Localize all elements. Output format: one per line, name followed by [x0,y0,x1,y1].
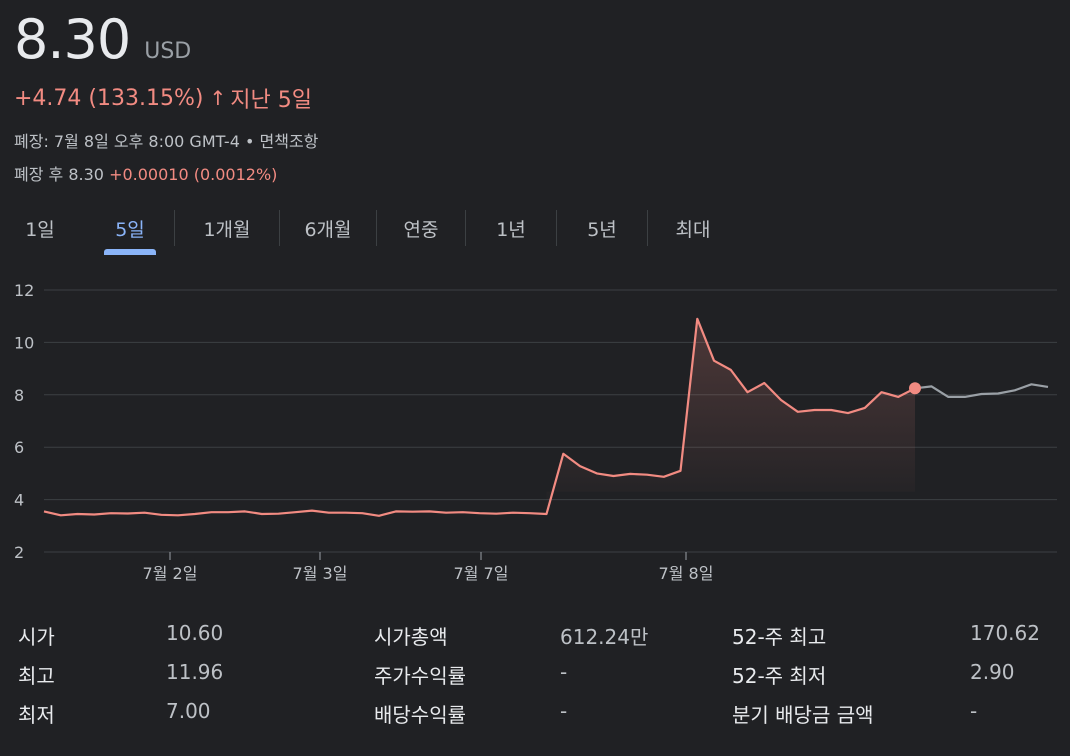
y-tick-label: 10 [14,333,34,352]
stat-value: - [560,660,568,684]
tab-5y[interactable]: 5년 [587,218,617,241]
stat-value: 10.60 [166,621,224,645]
current-price-marker [909,382,921,395]
tab-divider [647,210,648,246]
tab-divider [465,210,466,246]
y-tick-label: 4 [14,491,24,510]
stat-value: 11.96 [166,660,224,684]
arrow-up-icon: ↑ [209,86,227,110]
stat-label: 52-주 최고 [732,625,827,649]
series-area [546,318,915,514]
price-change: +4.74 (133.15%) ↑ 지난 5일 [14,82,312,114]
tab-ytd[interactable]: 연중 [403,218,439,241]
stats-row: 최저 7.00 배당수익률 - 분기 배당금 금액 - [0,699,1070,729]
tab-divider [279,210,280,246]
stat-value: 7.00 [166,699,211,723]
close-info: 폐장: 7월 8일 오후 8:00 GMT-4 • 면책조항 [14,132,319,151]
stat-label: 52-주 최저 [732,664,827,688]
stat-label: 최고 [18,664,55,688]
stat-label: 주가수익률 [374,664,466,688]
after-hours-series-line [914,383,1049,398]
stats-row: 최고 11.96 주가수익률 - 52-주 최저 2.90 [0,660,1070,690]
tab-divider [376,210,377,246]
change-period: 지난 5일 [230,88,312,113]
y-tick-label: 2 [14,543,24,562]
tab-max[interactable]: 최대 [675,218,711,241]
stat-label: 배당수익률 [374,703,466,727]
stat-label: 시가총액 [374,625,448,649]
after-hours-change: +0.00010 (0.0012%) [109,165,278,184]
tab-divider [174,210,175,246]
stat-value: - [560,699,568,723]
x-tick-label: 7월 7일 [454,564,509,583]
price-chart[interactable]: 12 10 8 6 4 2 7월 2일 7월 3일 7월 7일 7월 8일 [0,270,1070,595]
change-value: +4.74 (133.15%) [14,85,204,111]
tab-1m[interactable]: 1개월 [203,218,251,241]
stat-label: 분기 배당금 금액 [732,703,874,727]
stats-row: 시가 10.60 시가총액 612.24만 52-주 최고 170.62 [0,621,1070,651]
y-tick-label: 6 [14,438,24,457]
tab-5d[interactable]: 5일 [104,208,156,255]
tab-1d[interactable]: 1일 [25,218,55,241]
price-header: 8.30 USD [14,8,191,71]
stat-value: - [970,699,978,723]
x-tick-label: 7월 3일 [293,564,348,583]
y-tick-label: 8 [14,386,24,405]
stat-value: 612.24만 [560,625,649,649]
stat-label: 시가 [18,625,55,649]
x-tick-label: 7월 8일 [659,564,714,583]
stat-value: 2.90 [970,660,1015,684]
tab-1y[interactable]: 1년 [496,218,526,241]
stat-label: 최저 [18,703,55,727]
tab-divider [556,210,557,246]
price-series-line [43,317,916,517]
currency-label: USD [144,39,192,64]
x-tick-label: 7월 2일 [143,564,198,583]
tab-6m[interactable]: 6개월 [304,218,352,241]
range-tabs: 1일 5일 1개월 6개월 연중 1년 5년 최대 [0,208,738,255]
after-hours-info: 폐장 후 8.30 +0.00010 (0.0012%) [14,161,277,185]
y-tick-label: 12 [14,281,34,300]
after-hours-label: 폐장 후 8.30 [14,165,104,184]
stat-value: 170.62 [970,621,1040,645]
current-price: 8.30 [14,8,131,71]
